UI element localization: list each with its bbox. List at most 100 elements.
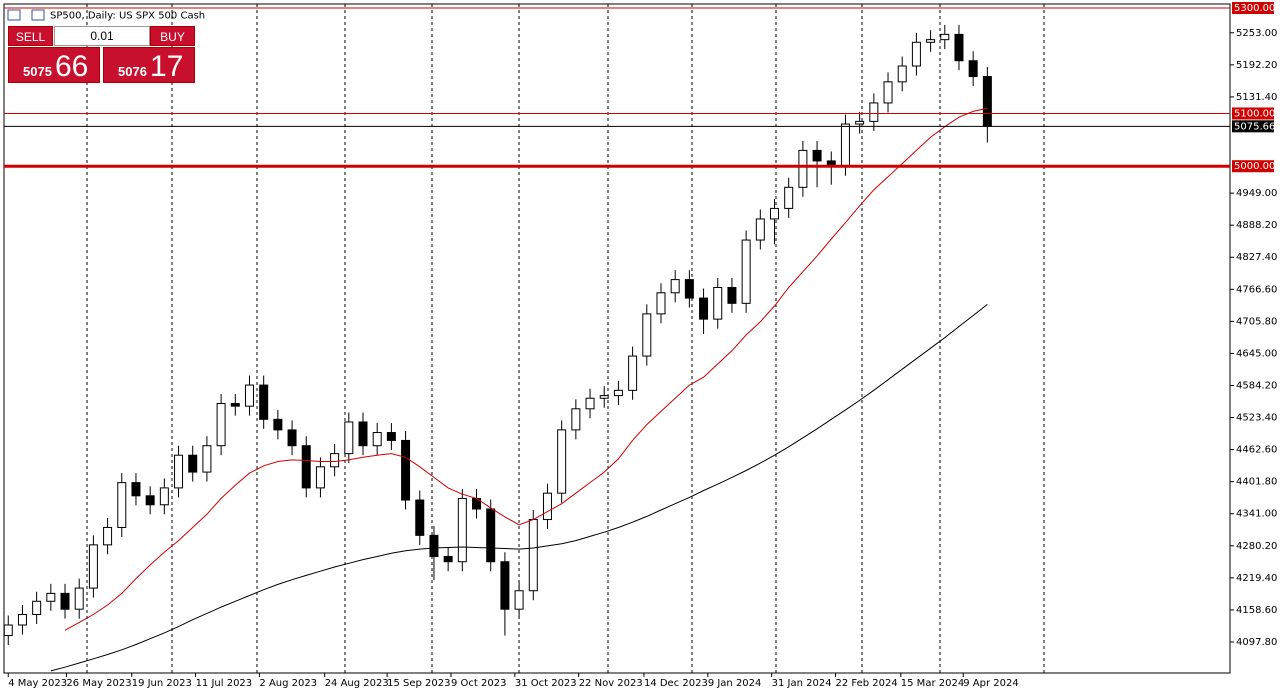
price-level-tag bbox=[1232, 2, 1274, 15]
candle-body bbox=[88, 544, 98, 589]
candle-body bbox=[74, 587, 84, 610]
candle-body bbox=[315, 466, 325, 489]
candle-body bbox=[202, 445, 212, 473]
candle-body bbox=[273, 418, 283, 431]
candle-body bbox=[401, 439, 411, 501]
candle-body bbox=[599, 395, 609, 399]
x-tick-label: 4 May 2023 bbox=[8, 678, 67, 689]
candle-body bbox=[699, 297, 709, 320]
candle-body bbox=[542, 492, 552, 521]
candle-body bbox=[840, 123, 850, 167]
candle-body bbox=[514, 590, 524, 610]
candle-body bbox=[670, 279, 680, 294]
price-level-label: 5075.66 bbox=[1234, 121, 1275, 132]
x-tick-label: 31 Jan 2024 bbox=[772, 678, 832, 689]
bid-small: 66 bbox=[55, 50, 89, 83]
sell-button[interactable]: SELL bbox=[8, 26, 53, 46]
candle-body bbox=[784, 186, 794, 209]
candle-body bbox=[585, 397, 595, 410]
y-tick-label: 4645.00 bbox=[1236, 348, 1277, 359]
candle-body bbox=[571, 408, 581, 431]
y-tick-label: 4827.40 bbox=[1236, 252, 1277, 263]
candle-body bbox=[301, 445, 311, 489]
bid-big: 5075 bbox=[23, 64, 52, 79]
x-tick-label: 11 Jul 2023 bbox=[196, 678, 253, 689]
candle-body bbox=[443, 555, 453, 563]
y-tick-label: 4280.20 bbox=[1236, 541, 1277, 552]
candle-body bbox=[926, 39, 936, 43]
one-click-trading: SELL 0.01 BUY 5075 66 5076 17 bbox=[8, 26, 195, 83]
x-tick-label: 22 Nov 2023 bbox=[579, 678, 643, 689]
candle-body bbox=[500, 561, 510, 610]
moving-average bbox=[50, 304, 988, 672]
candle-body bbox=[883, 81, 893, 104]
candle-body bbox=[415, 499, 425, 536]
candle-body bbox=[755, 218, 765, 241]
x-tick-label: 9 Oct 2023 bbox=[451, 678, 506, 689]
candle-body bbox=[812, 149, 822, 162]
candle-body bbox=[386, 432, 396, 441]
candle-body bbox=[230, 403, 240, 407]
candle-body bbox=[457, 497, 467, 563]
y-tick-label: 5192.20 bbox=[1236, 60, 1277, 71]
candle-body bbox=[557, 429, 567, 494]
ask-small: 17 bbox=[150, 50, 184, 83]
candle-body bbox=[628, 355, 638, 391]
chart-title: SP500, Daily: US SPX 500 Cash bbox=[50, 11, 205, 22]
y-tick-label: 4462.60 bbox=[1236, 445, 1277, 456]
candle-body bbox=[103, 526, 113, 546]
y-tick-label: 4584.20 bbox=[1236, 380, 1277, 391]
chart-icon bbox=[31, 9, 45, 21]
y-tick-label: 5253.00 bbox=[1236, 28, 1277, 39]
price-level-tag bbox=[1232, 120, 1274, 133]
candle-body bbox=[259, 384, 269, 420]
candle-body bbox=[642, 313, 652, 357]
price-level-tag bbox=[1232, 107, 1274, 120]
moving-average bbox=[64, 107, 988, 631]
y-tick-label: 4097.80 bbox=[1236, 637, 1277, 648]
x-tick-label: 26 May 2023 bbox=[66, 678, 131, 689]
bid-price[interactable]: 5075 66 bbox=[8, 47, 100, 83]
x-tick-label: 31 Oct 2023 bbox=[515, 678, 577, 689]
candle-body bbox=[3, 624, 13, 637]
x-tick-label: 15 Mar 2024 bbox=[901, 678, 964, 689]
buy-button[interactable]: BUY bbox=[150, 26, 195, 46]
plot-frame bbox=[3, 3, 1231, 674]
candle-body bbox=[32, 600, 42, 615]
candle-body bbox=[159, 487, 169, 506]
window-icon bbox=[7, 9, 21, 21]
candle-body bbox=[656, 292, 666, 315]
ask-price[interactable]: 5076 17 bbox=[103, 47, 195, 83]
candle-body bbox=[911, 41, 921, 67]
candle-body bbox=[727, 287, 737, 304]
y-tick-label: 4341.00 bbox=[1236, 509, 1277, 520]
candle-body bbox=[613, 389, 623, 397]
candle-body bbox=[713, 287, 723, 320]
y-tick-label: 5131.40 bbox=[1236, 92, 1277, 103]
x-tick-label: 22 Feb 2024 bbox=[836, 678, 898, 689]
price-level-label: 5300.00 bbox=[1234, 3, 1275, 14]
candle-body bbox=[60, 592, 70, 610]
candle-body bbox=[330, 453, 340, 468]
price-level-label: 5000.00 bbox=[1234, 161, 1275, 172]
y-tick-label: 4158.60 bbox=[1236, 605, 1277, 616]
y-tick-label: 4949.00 bbox=[1236, 188, 1277, 199]
candle-body bbox=[216, 403, 226, 447]
candle-body bbox=[982, 76, 992, 127]
ask-big: 5076 bbox=[118, 64, 147, 79]
price-level-label: 5100.00 bbox=[1234, 108, 1275, 119]
candle-body bbox=[174, 454, 184, 489]
candle-body bbox=[798, 149, 808, 188]
x-tick-label: 9 Apr 2024 bbox=[963, 678, 1018, 689]
candle-body bbox=[486, 508, 496, 563]
price-level-tag bbox=[1232, 160, 1274, 173]
candle-body bbox=[684, 279, 694, 299]
volume-input[interactable]: 0.01 bbox=[54, 26, 150, 46]
x-tick-label: 24 Aug 2023 bbox=[325, 678, 389, 689]
candle-body bbox=[372, 432, 382, 447]
candle-body bbox=[244, 384, 254, 407]
candle-body bbox=[528, 519, 538, 592]
candle-body bbox=[17, 613, 27, 626]
x-tick-label: 14 Dec 2023 bbox=[644, 678, 708, 689]
